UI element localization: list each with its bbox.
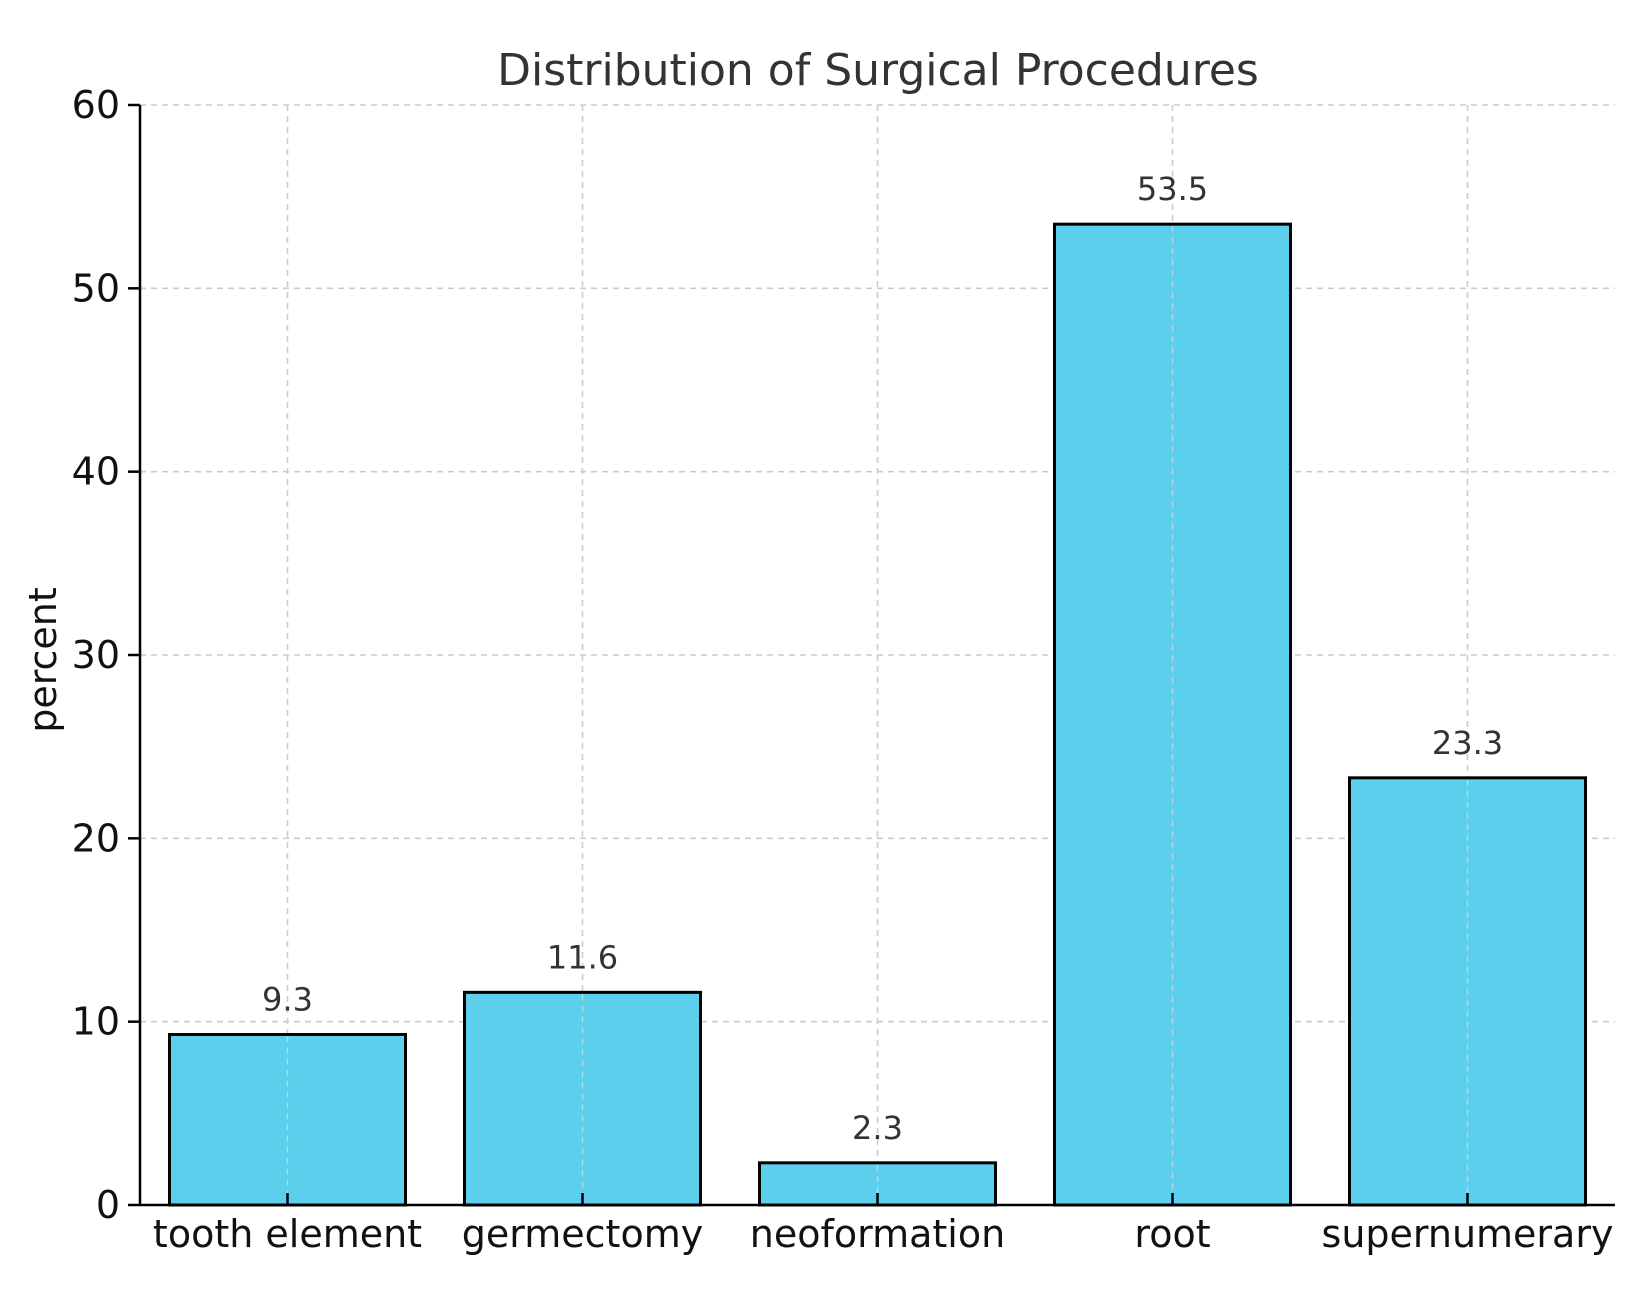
x-tick-label: germectomy: [462, 1212, 703, 1256]
y-tick-label: 0: [96, 1183, 120, 1227]
chart-title: Distribution of Surgical Procedures: [497, 45, 1259, 96]
y-ticks: 0 10 20 30 40 50 60: [72, 83, 140, 1227]
x-tick-label: supernumerary: [1322, 1212, 1614, 1256]
y-tick-label: 60: [72, 83, 120, 127]
y-tick-label: 10: [72, 1000, 120, 1044]
data-label: 9.3: [262, 981, 313, 1019]
y-axis-label: percent: [21, 587, 65, 733]
x-tick-label: neoformation: [750, 1212, 1005, 1256]
data-labels: 9.3 11.6 2.3 53.5 23.3: [262, 170, 1503, 1147]
bars: [168, 222, 1587, 1207]
data-label: 2.3: [852, 1109, 903, 1147]
x-tick-label: root: [1134, 1212, 1210, 1256]
data-label: 11.6: [547, 938, 618, 976]
x-ticks: tooth element germectomy neoformation root s…: [153, 1193, 1614, 1256]
x-tick-label: tooth element: [153, 1212, 422, 1256]
y-tick-label: 50: [72, 266, 120, 310]
y-tick-label: 30: [72, 633, 120, 677]
y-tick-label: 40: [72, 450, 120, 494]
data-label: 53.5: [1137, 170, 1208, 208]
data-label: 23.3: [1432, 724, 1503, 762]
y-tick-label: 20: [72, 816, 120, 860]
